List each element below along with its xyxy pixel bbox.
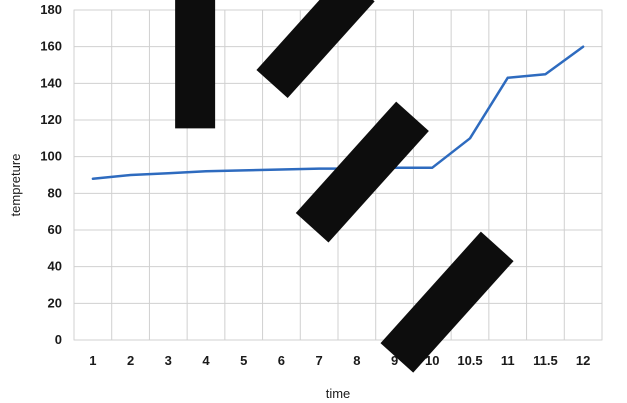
y-tick-label: 120	[40, 112, 62, 127]
x-tick-label: 4	[202, 353, 210, 368]
x-tick-label: 5	[240, 353, 247, 368]
y-tick-label: 160	[40, 39, 62, 54]
y-axis-tick-labels: 0 20 40 60 80 100 120 140 160 180	[40, 2, 62, 347]
x-tick-label: 2	[127, 353, 134, 368]
y-tick-label: 180	[40, 2, 62, 17]
x-tick-label: 11	[501, 353, 515, 368]
x-tick-label: 10.5	[457, 353, 482, 368]
x-axis-tick-labels: 1 2 3 4 5 6 7 8 9 10 10.5 11 11.5 12	[89, 353, 590, 368]
x-tick-label: 6	[278, 353, 285, 368]
x-tick-label: 11.5	[533, 353, 558, 368]
y-tick-label: 20	[48, 295, 62, 310]
x-tick-label: 10	[425, 353, 439, 368]
x-axis-title: time	[326, 386, 351, 401]
x-tick-label: 3	[165, 353, 172, 368]
x-tick-label: 7	[316, 353, 323, 368]
y-tick-label: 140	[40, 75, 62, 90]
x-tick-label: 8	[353, 353, 360, 368]
watermark	[175, 0, 514, 373]
y-tick-label: 0	[55, 332, 62, 347]
x-tick-label: 12	[576, 353, 590, 368]
y-tick-label: 40	[48, 259, 62, 274]
y-tick-label: 100	[40, 149, 62, 164]
y-tick-label: 80	[48, 185, 62, 200]
y-tick-label: 60	[48, 222, 62, 237]
x-tick-label: 1	[89, 353, 96, 368]
y-axis-title: tempreture	[8, 154, 23, 217]
x-tick-label: 9	[391, 353, 398, 368]
